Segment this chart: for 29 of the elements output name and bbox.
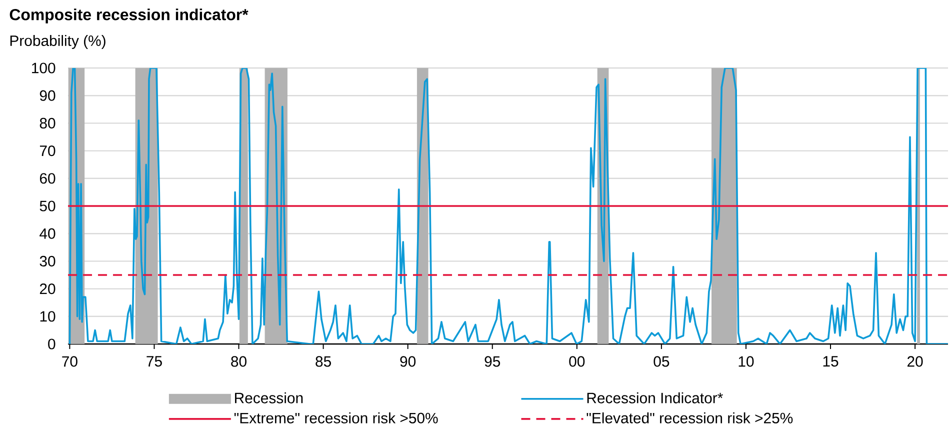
y-axis-title: Probability (%) — [10, 35, 106, 49]
x-tick-label: 15 — [823, 356, 838, 367]
x-tick-label: 75 — [146, 356, 162, 367]
legend-label: Recession — [235, 392, 303, 404]
legend-label: "Extreme" recession risk >50% — [234, 412, 438, 424]
line-series — [68, 68, 948, 344]
x-tick-label: 95 — [484, 356, 500, 367]
legend-label: "Elevated" recession risk >25% — [586, 412, 793, 424]
y-tick-label: 40 — [40, 228, 56, 239]
x-tick-label: 00 — [569, 356, 585, 367]
y-tick-label: 0 — [48, 338, 56, 350]
y-tick-label: 60 — [40, 173, 56, 184]
y-tick-label: 70 — [40, 146, 56, 156]
y-tick-label: 80 — [40, 118, 56, 128]
legend-label: Recession Indicator* — [587, 392, 723, 404]
x-tick-label: 90 — [400, 356, 416, 367]
chart-title: Composite recession indicator* — [10, 8, 248, 24]
x-tick-label: 10 — [738, 356, 754, 367]
y-tick-label: 90 — [40, 90, 56, 101]
x-tick-label: 85 — [316, 356, 331, 367]
y-tick-label: 100 — [32, 62, 56, 74]
x-tick-label: 70 — [62, 356, 78, 367]
y-tick-label: 20 — [40, 284, 56, 294]
x-tick-label: 80 — [231, 356, 246, 367]
y-tick-label: 30 — [40, 256, 56, 266]
y-tick-label: 50 — [40, 200, 56, 212]
x-tick-label: 20 — [907, 356, 923, 367]
x-tick-label: 05 — [654, 356, 670, 367]
y-tick-label: 10 — [40, 311, 56, 322]
